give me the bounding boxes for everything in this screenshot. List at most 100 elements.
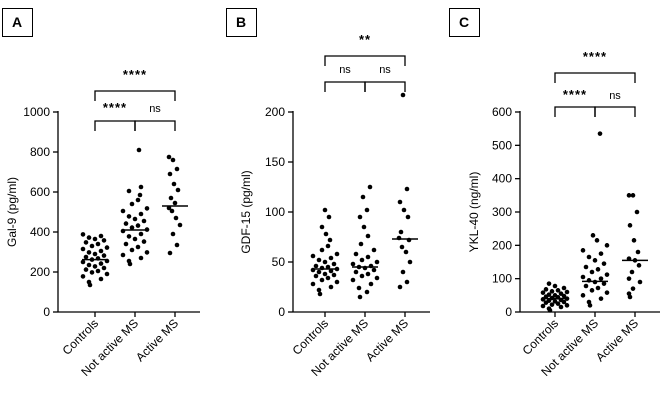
data-point bbox=[558, 304, 564, 310]
data-point bbox=[101, 265, 107, 271]
data-point bbox=[403, 249, 409, 255]
data-point bbox=[405, 214, 411, 220]
data-point bbox=[98, 276, 104, 282]
data-point bbox=[368, 281, 374, 287]
data-point bbox=[86, 279, 92, 285]
panel-label-box bbox=[2, 8, 33, 37]
y-tick-label: 150 bbox=[265, 155, 285, 169]
data-point bbox=[334, 279, 340, 285]
panel-label-box bbox=[449, 8, 480, 37]
data-point bbox=[86, 250, 92, 255]
y-tick-label: 0 bbox=[278, 305, 285, 319]
data-point bbox=[597, 131, 603, 136]
data-point bbox=[322, 271, 328, 277]
data-point bbox=[326, 214, 332, 220]
data-point bbox=[166, 205, 172, 211]
data-point bbox=[580, 248, 586, 253]
data-point bbox=[313, 273, 319, 279]
data-point bbox=[325, 264, 331, 270]
data-point bbox=[400, 269, 406, 275]
data-point bbox=[80, 259, 86, 265]
data-point bbox=[604, 272, 610, 277]
data-point bbox=[374, 259, 380, 265]
data-point bbox=[92, 251, 98, 257]
data-point bbox=[135, 197, 141, 203]
data-point bbox=[350, 277, 356, 283]
x-tick-label: Active MS bbox=[363, 316, 411, 364]
data-point bbox=[136, 147, 142, 153]
y-tick-label: 600 bbox=[30, 185, 50, 199]
data-point bbox=[398, 229, 404, 235]
data-point bbox=[167, 171, 173, 177]
data-point bbox=[626, 276, 632, 281]
data-point bbox=[631, 238, 637, 243]
x-tick-label: Active MS bbox=[593, 316, 641, 364]
data-point bbox=[120, 252, 126, 258]
data-point bbox=[138, 255, 144, 261]
data-point bbox=[357, 294, 363, 300]
data-point bbox=[540, 303, 546, 309]
data-point bbox=[328, 284, 334, 290]
data-point bbox=[316, 287, 322, 293]
significance-bracket bbox=[324, 55, 406, 66]
data-point bbox=[546, 281, 552, 286]
data-point bbox=[601, 261, 607, 266]
data-point bbox=[365, 271, 371, 277]
data-point bbox=[358, 241, 364, 247]
y-tick-label: 1000 bbox=[23, 105, 50, 119]
significance-label: ns bbox=[379, 64, 391, 76]
data-point bbox=[137, 192, 143, 198]
data-point bbox=[555, 288, 561, 293]
data-point bbox=[144, 206, 150, 211]
data-point bbox=[322, 259, 328, 265]
data-point bbox=[83, 254, 89, 260]
y-tick-label: 0 bbox=[43, 305, 50, 319]
data-point bbox=[564, 303, 570, 308]
data-point bbox=[317, 291, 323, 297]
data-point bbox=[552, 283, 558, 289]
data-point bbox=[126, 234, 132, 239]
data-point bbox=[397, 199, 403, 205]
data-point bbox=[374, 275, 380, 281]
data-point bbox=[546, 292, 552, 297]
data-point bbox=[397, 284, 403, 290]
y-tick-label: 400 bbox=[30, 225, 50, 239]
data-point bbox=[626, 193, 632, 198]
data-point bbox=[316, 269, 322, 275]
data-point bbox=[364, 207, 370, 213]
data-point bbox=[401, 207, 407, 213]
data-point bbox=[404, 186, 410, 192]
significance-bracket bbox=[324, 81, 366, 92]
panel-label: B bbox=[236, 14, 246, 30]
data-point bbox=[595, 267, 601, 272]
y-tick-label: 100 bbox=[492, 272, 512, 286]
data-point bbox=[123, 241, 129, 247]
data-point bbox=[549, 289, 555, 294]
data-point bbox=[357, 214, 363, 220]
data-point bbox=[89, 270, 95, 275]
data-point bbox=[564, 289, 570, 295]
y-tick-label: 0 bbox=[505, 305, 512, 319]
data-point bbox=[101, 238, 107, 243]
data-point bbox=[170, 157, 176, 163]
data-point bbox=[637, 279, 643, 285]
y-tick-label: 200 bbox=[265, 105, 285, 119]
data-point bbox=[170, 231, 176, 237]
data-point bbox=[353, 269, 359, 275]
data-point bbox=[552, 299, 558, 304]
panel-label: A bbox=[12, 14, 22, 30]
data-point bbox=[98, 248, 104, 254]
data-point bbox=[104, 245, 110, 250]
data-point bbox=[636, 263, 642, 268]
data-point bbox=[360, 194, 366, 200]
data-point bbox=[627, 223, 633, 228]
data-point bbox=[589, 269, 595, 275]
data-point bbox=[98, 261, 104, 266]
data-point bbox=[404, 279, 410, 285]
data-point bbox=[580, 274, 586, 280]
data-point bbox=[626, 291, 632, 296]
data-point bbox=[356, 285, 362, 291]
data-point bbox=[319, 247, 325, 253]
panel-label: C bbox=[459, 14, 469, 30]
